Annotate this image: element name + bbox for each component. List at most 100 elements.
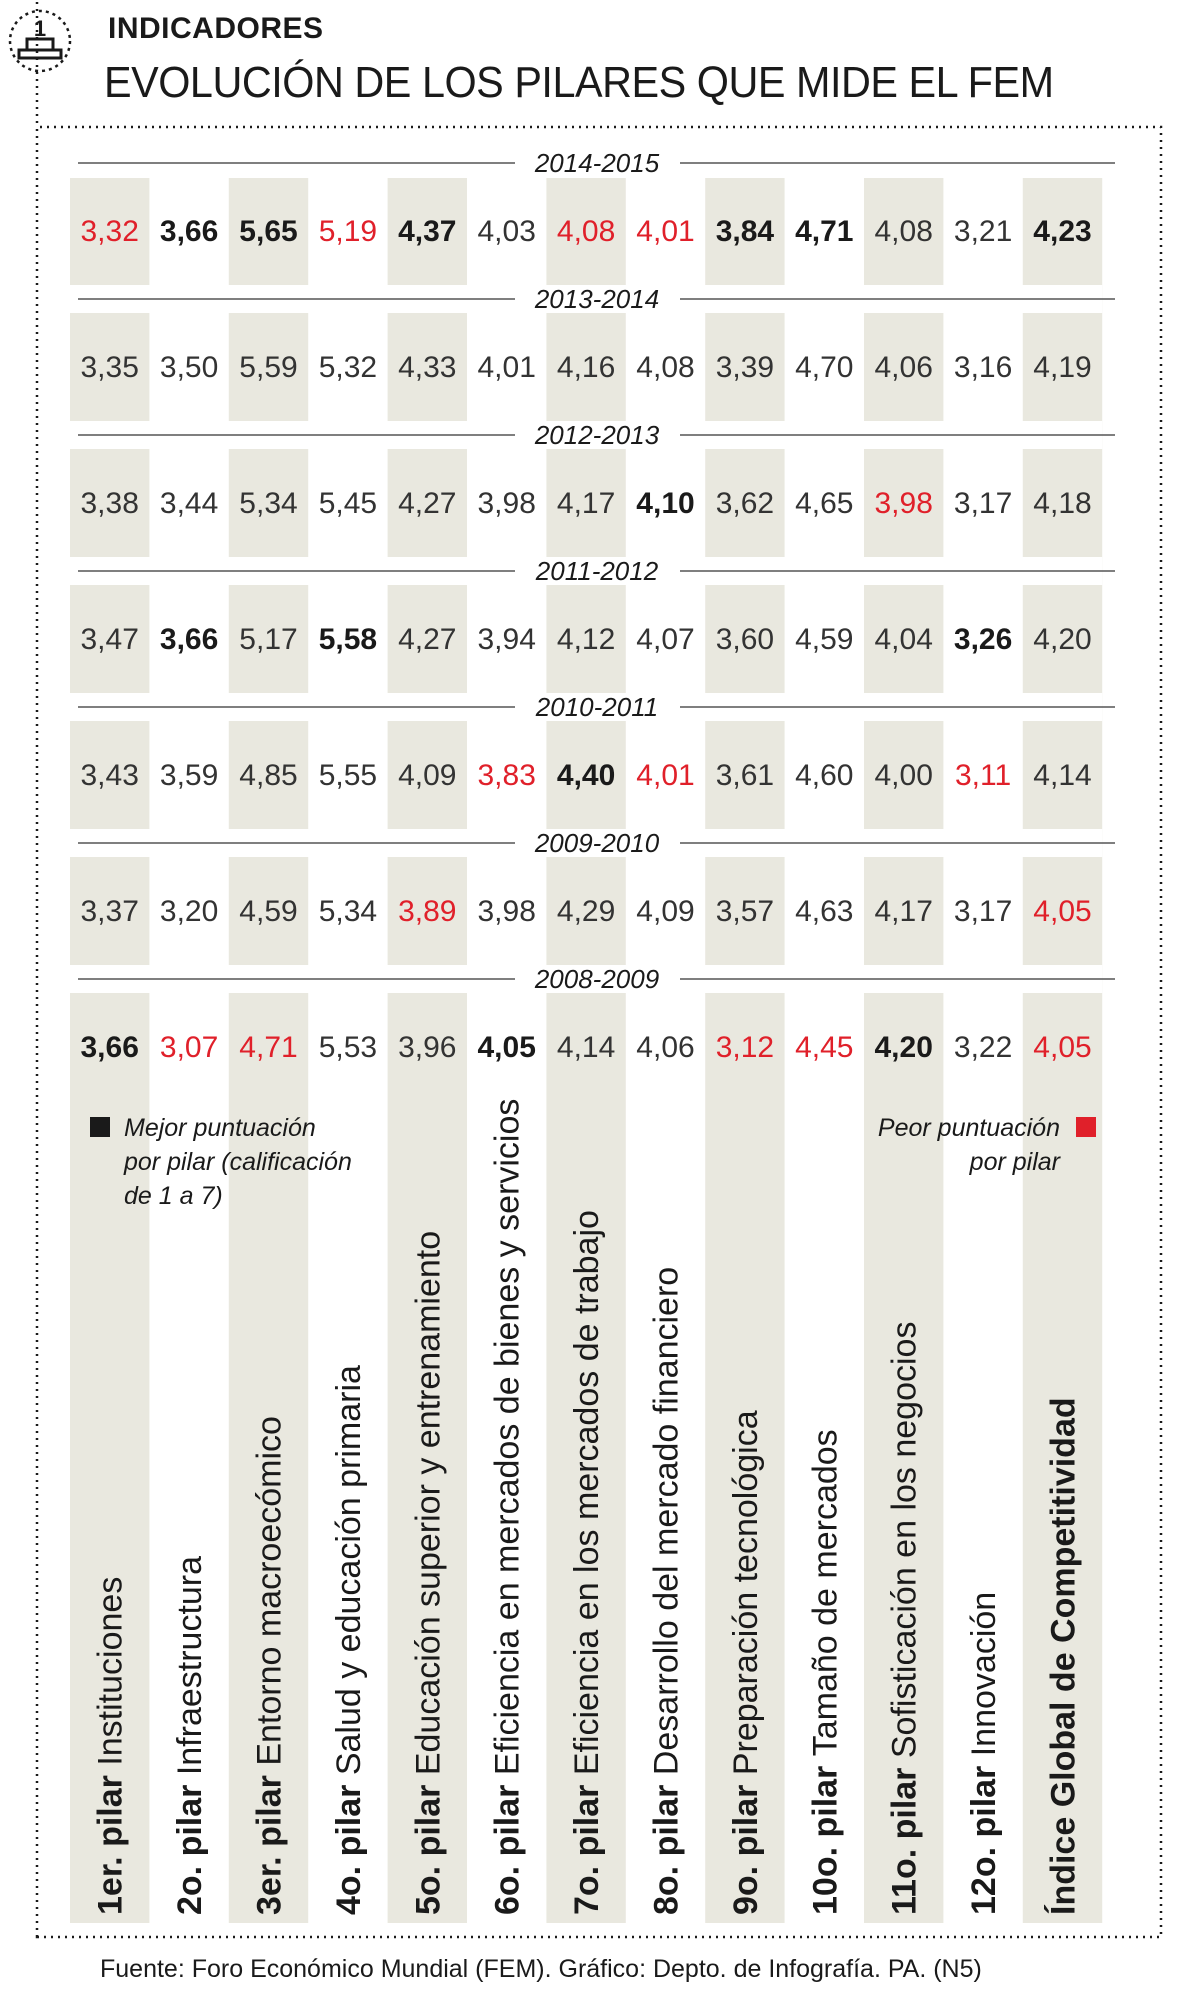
value-cell: 3,44 <box>160 487 218 520</box>
year-label: 2010-2011 <box>535 692 658 722</box>
value-cell: 4,45 <box>795 1031 853 1064</box>
pillar-label: 1er. pilar Instituciones <box>92 1577 130 1915</box>
pillar-prefix: 1er. pilar <box>92 1766 130 1915</box>
pillar-prefix: 7o. pilar <box>568 1775 606 1915</box>
value-cell: 3,26 <box>954 623 1012 656</box>
year-label: 2013-2014 <box>534 284 659 314</box>
column-shade <box>387 178 467 1923</box>
value-cell: 4,16 <box>557 351 615 384</box>
column-shade <box>705 178 785 1923</box>
pillar-label: 6o. pilar Eficiencia en mercados de bien… <box>489 1099 527 1915</box>
pillar-prefix: 2o. pilar <box>171 1775 209 1915</box>
value-cell: 5,65 <box>239 215 297 248</box>
value-cell: 4,09 <box>398 759 456 792</box>
column-shade <box>70 178 150 1923</box>
value-cell: 3,35 <box>81 351 139 384</box>
value-cell: 4,05 <box>1033 895 1091 928</box>
legend-best-text: Mejor puntuación <box>124 1114 316 1142</box>
pillar-prefix: 3er. pilar <box>251 1766 289 1915</box>
column-shade <box>1022 178 1103 1923</box>
pillar-label: 10o. pilar Tamaño de mercados <box>806 1429 844 1915</box>
value-cell: 5,45 <box>319 487 377 520</box>
badge-number: 1 <box>34 16 46 41</box>
value-cell: 4,70 <box>795 351 853 384</box>
value-cell: 5,19 <box>319 215 377 248</box>
pillar-name: Desarrollo del mercado financiero <box>648 1267 686 1775</box>
pillar-name: Sofisticación en los negocios <box>886 1322 924 1759</box>
pillar-label: 2o. pilar Infraestructura <box>171 1556 209 1915</box>
value-cell: 3,66 <box>160 215 218 248</box>
legend-best-text: de 1 a 7) <box>124 1182 223 1210</box>
value-cell: 3,32 <box>81 215 139 248</box>
year-row: 2010-2011 3,43 3,59 4,85 5,55 4,09 3,83 4,40 4,0… <box>70 692 1115 792</box>
pillar-name: Tamaño de mercados <box>806 1429 844 1756</box>
value-cell: 3,57 <box>716 895 774 928</box>
pillar-name: Eficiencia en mercados de bienes y servi… <box>489 1099 527 1776</box>
year-row: 2008-2009 3,66 3,07 4,71 5,53 3,96 4,05 4,14 4,0… <box>70 964 1115 1064</box>
pillar-name: Salud y educación primaria <box>330 1365 368 1775</box>
value-cell: 3,12 <box>716 1031 774 1064</box>
value-cell: 3,61 <box>716 759 774 792</box>
value-cell: 3,11 <box>955 759 1011 792</box>
value-cell: 3,83 <box>478 759 536 792</box>
year-row: 2009-2010 3,37 3,20 4,59 5,34 3,89 3,98 4,29 4,0… <box>70 828 1115 928</box>
pillar-label: 12o. pilar Innovación <box>965 1592 1003 1915</box>
value-cell: 4,18 <box>1033 487 1091 520</box>
year-label: 2014-2015 <box>534 148 660 178</box>
pillar-label: 9o. pilar Preparación tecnológica <box>727 1410 765 1915</box>
pillar-prefix: 12o. pilar <box>965 1756 1003 1915</box>
value-cell: 3,50 <box>160 351 218 384</box>
value-cell: 4,17 <box>557 487 615 520</box>
value-cell: 5,53 <box>319 1031 377 1064</box>
value-cell: 4,33 <box>398 351 456 384</box>
pillar-name: Entorno macroecómico <box>251 1416 289 1766</box>
column-shade <box>228 178 309 1923</box>
value-cell: 5,55 <box>319 759 377 792</box>
legend-best-text: por pilar (calificación <box>123 1148 352 1176</box>
pillar-name: Instituciones <box>92 1577 130 1766</box>
column-shade <box>546 178 626 1923</box>
value-cell: 5,32 <box>319 351 377 384</box>
value-cell: 4,85 <box>239 759 297 792</box>
year-row: 2014-2015 3,32 3,66 5,65 5,19 4,37 4,03 4,08 4,0… <box>70 148 1115 248</box>
value-cell: 3,98 <box>478 895 536 928</box>
pillar-prefix: 5o. pilar <box>409 1775 447 1915</box>
year-row: 2013-2014 3,35 3,50 5,59 5,32 4,33 4,01 4,16 4,0… <box>70 284 1115 384</box>
value-cell: 4,12 <box>557 623 615 656</box>
value-cell: 3,60 <box>716 623 774 656</box>
value-cell: 3,17 <box>954 895 1012 928</box>
value-cell: 4,71 <box>239 1031 297 1064</box>
badge-number-icon: 1 <box>8 9 72 73</box>
pillar-label: 11o. pilar Sofisticación en los negocios <box>886 1322 924 1915</box>
value-cell: 4,59 <box>239 895 297 928</box>
value-cell: 5,17 <box>239 623 297 656</box>
value-cell: 3,98 <box>875 487 933 520</box>
value-cell: 3,39 <box>716 351 774 384</box>
value-cell: 4,09 <box>636 895 694 928</box>
value-cell: 4,27 <box>398 623 456 656</box>
value-cell: 5,58 <box>319 623 377 656</box>
value-cell: 4,08 <box>557 215 615 248</box>
value-cell: 4,05 <box>478 1031 536 1064</box>
pillar-name: Innovación <box>965 1592 1003 1756</box>
value-cell: 4,00 <box>875 759 933 792</box>
pillar-label: 5o. pilar Educación superior y entrenami… <box>409 1231 447 1915</box>
value-cell: 4,29 <box>557 895 615 928</box>
pillar-name: Eficiencia en los mercados de trabajo <box>568 1210 606 1775</box>
pillar-label: 8o. pilar Desarrollo del mercado financi… <box>648 1267 686 1915</box>
value-cell: 4,60 <box>795 759 853 792</box>
value-cell: 4,05 <box>1033 1031 1091 1064</box>
value-cell: 4,06 <box>875 351 933 384</box>
value-cell: 3,59 <box>160 759 218 792</box>
value-cell: 3,07 <box>160 1031 218 1064</box>
pillar-name: Infraestructura <box>171 1556 209 1775</box>
value-cell: 3,62 <box>716 487 774 520</box>
value-cell: 4,59 <box>795 623 853 656</box>
value-cell: 4,04 <box>875 623 933 656</box>
value-cell: 3,47 <box>81 623 139 656</box>
pillar-label: Índice Global de Competitividad <box>1045 1397 1083 1915</box>
value-cell: 4,01 <box>636 215 694 248</box>
value-cell: 4,01 <box>636 759 694 792</box>
pillar-label: 4o. pilar Salud y educación primaria <box>330 1365 368 1915</box>
